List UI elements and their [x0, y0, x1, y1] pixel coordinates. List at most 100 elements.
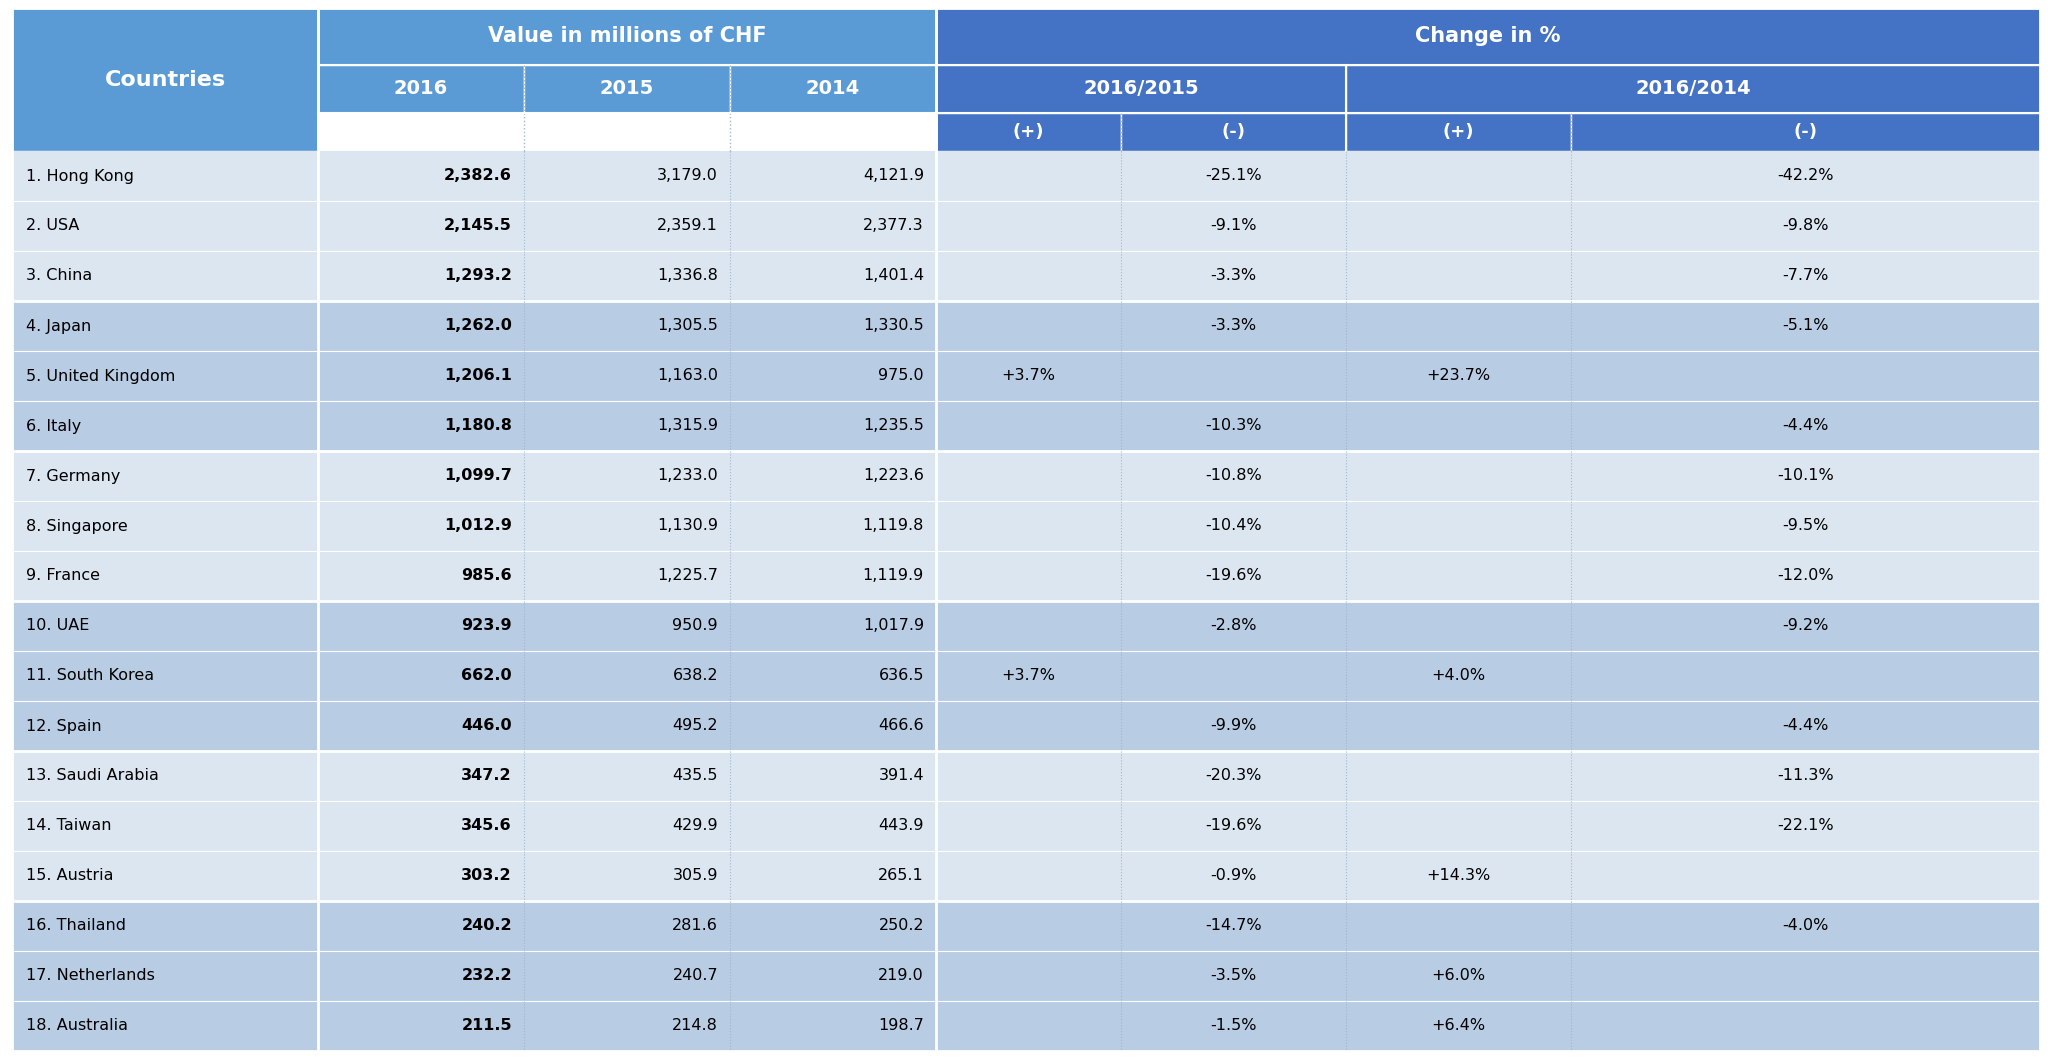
- Bar: [729, 601, 936, 651]
- Text: 950.9: 950.9: [672, 619, 719, 634]
- Bar: [524, 151, 729, 201]
- Bar: [317, 151, 524, 201]
- Bar: [1346, 901, 1571, 951]
- Bar: [317, 901, 524, 951]
- Bar: [12, 651, 317, 701]
- Bar: [729, 801, 936, 851]
- Text: -9.1%: -9.1%: [1210, 219, 1257, 234]
- Bar: [729, 451, 936, 501]
- Text: 18. Australia: 18. Australia: [27, 1019, 127, 1034]
- Bar: [936, 751, 1120, 801]
- Text: +6.0%: +6.0%: [1432, 968, 1485, 984]
- Text: 250.2: 250.2: [879, 918, 924, 933]
- Text: -10.8%: -10.8%: [1204, 469, 1262, 484]
- Bar: [1571, 501, 2040, 551]
- Text: -10.1%: -10.1%: [1778, 469, 1833, 484]
- Bar: [524, 551, 729, 601]
- Bar: [524, 300, 729, 351]
- Text: 2,382.6: 2,382.6: [444, 168, 512, 183]
- Text: 214.8: 214.8: [672, 1019, 719, 1034]
- Text: -3.3%: -3.3%: [1210, 269, 1257, 284]
- Bar: [1346, 251, 1571, 300]
- Text: +23.7%: +23.7%: [1427, 368, 1491, 383]
- Text: 1,223.6: 1,223.6: [862, 469, 924, 484]
- Bar: [729, 851, 936, 901]
- Text: 1,401.4: 1,401.4: [862, 269, 924, 284]
- Text: Value in millions of CHF: Value in millions of CHF: [487, 26, 766, 47]
- Bar: [524, 801, 729, 851]
- Text: 1,305.5: 1,305.5: [657, 318, 719, 333]
- Text: 446.0: 446.0: [461, 718, 512, 733]
- Text: 466.6: 466.6: [879, 718, 924, 733]
- Bar: [12, 601, 317, 651]
- Bar: [524, 651, 729, 701]
- Text: 1,225.7: 1,225.7: [657, 568, 719, 584]
- Bar: [12, 451, 317, 501]
- Bar: [1571, 300, 2040, 351]
- Bar: [317, 651, 524, 701]
- Bar: [729, 751, 936, 801]
- Bar: [1346, 1001, 1571, 1051]
- Text: 636.5: 636.5: [879, 669, 924, 683]
- Text: Change in %: Change in %: [1415, 26, 1561, 47]
- Text: -19.6%: -19.6%: [1204, 819, 1262, 834]
- Bar: [1571, 451, 2040, 501]
- Bar: [317, 65, 524, 113]
- Bar: [1346, 201, 1571, 251]
- Bar: [1120, 901, 1346, 951]
- Bar: [1571, 351, 2040, 401]
- Bar: [936, 401, 1120, 451]
- Text: 211.5: 211.5: [461, 1019, 512, 1034]
- Bar: [317, 300, 524, 351]
- Text: -3.5%: -3.5%: [1210, 968, 1257, 984]
- Text: 240.2: 240.2: [461, 918, 512, 933]
- Bar: [1120, 251, 1346, 300]
- Bar: [1571, 901, 2040, 951]
- Bar: [524, 65, 729, 113]
- Text: +3.7%: +3.7%: [1001, 368, 1055, 383]
- Bar: [1571, 951, 2040, 1001]
- Text: 3,179.0: 3,179.0: [657, 168, 719, 183]
- Text: 1,017.9: 1,017.9: [862, 619, 924, 634]
- Bar: [317, 8, 936, 65]
- Bar: [12, 951, 317, 1001]
- Bar: [1120, 851, 1346, 901]
- Text: 9. France: 9. France: [27, 568, 100, 584]
- Text: 303.2: 303.2: [461, 869, 512, 883]
- Bar: [524, 951, 729, 1001]
- Bar: [317, 701, 524, 751]
- Bar: [524, 751, 729, 801]
- Bar: [729, 65, 936, 113]
- Bar: [1571, 113, 2040, 151]
- Text: (-): (-): [1794, 123, 1817, 141]
- Bar: [729, 651, 936, 701]
- Bar: [12, 1001, 317, 1051]
- Bar: [317, 501, 524, 551]
- Text: 1. Hong Kong: 1. Hong Kong: [27, 168, 133, 183]
- Text: 4,121.9: 4,121.9: [862, 168, 924, 183]
- Bar: [729, 701, 936, 751]
- Bar: [729, 951, 936, 1001]
- Text: 2015: 2015: [600, 79, 653, 98]
- Bar: [1571, 151, 2040, 201]
- Text: 1,233.0: 1,233.0: [657, 469, 719, 484]
- Text: -14.7%: -14.7%: [1204, 918, 1262, 933]
- Text: 1,180.8: 1,180.8: [444, 419, 512, 434]
- Bar: [317, 401, 524, 451]
- Text: 232.2: 232.2: [461, 968, 512, 984]
- Bar: [524, 201, 729, 251]
- Bar: [729, 1001, 936, 1051]
- Text: 265.1: 265.1: [879, 869, 924, 883]
- Bar: [729, 901, 936, 951]
- Text: 3. China: 3. China: [27, 269, 92, 284]
- Bar: [524, 851, 729, 901]
- Text: 198.7: 198.7: [879, 1019, 924, 1034]
- Bar: [524, 701, 729, 751]
- Bar: [936, 351, 1120, 401]
- Text: -20.3%: -20.3%: [1206, 768, 1262, 784]
- Text: 1,235.5: 1,235.5: [862, 419, 924, 434]
- Text: 1,262.0: 1,262.0: [444, 318, 512, 333]
- Text: -22.1%: -22.1%: [1778, 819, 1833, 834]
- Bar: [317, 851, 524, 901]
- Bar: [729, 151, 936, 201]
